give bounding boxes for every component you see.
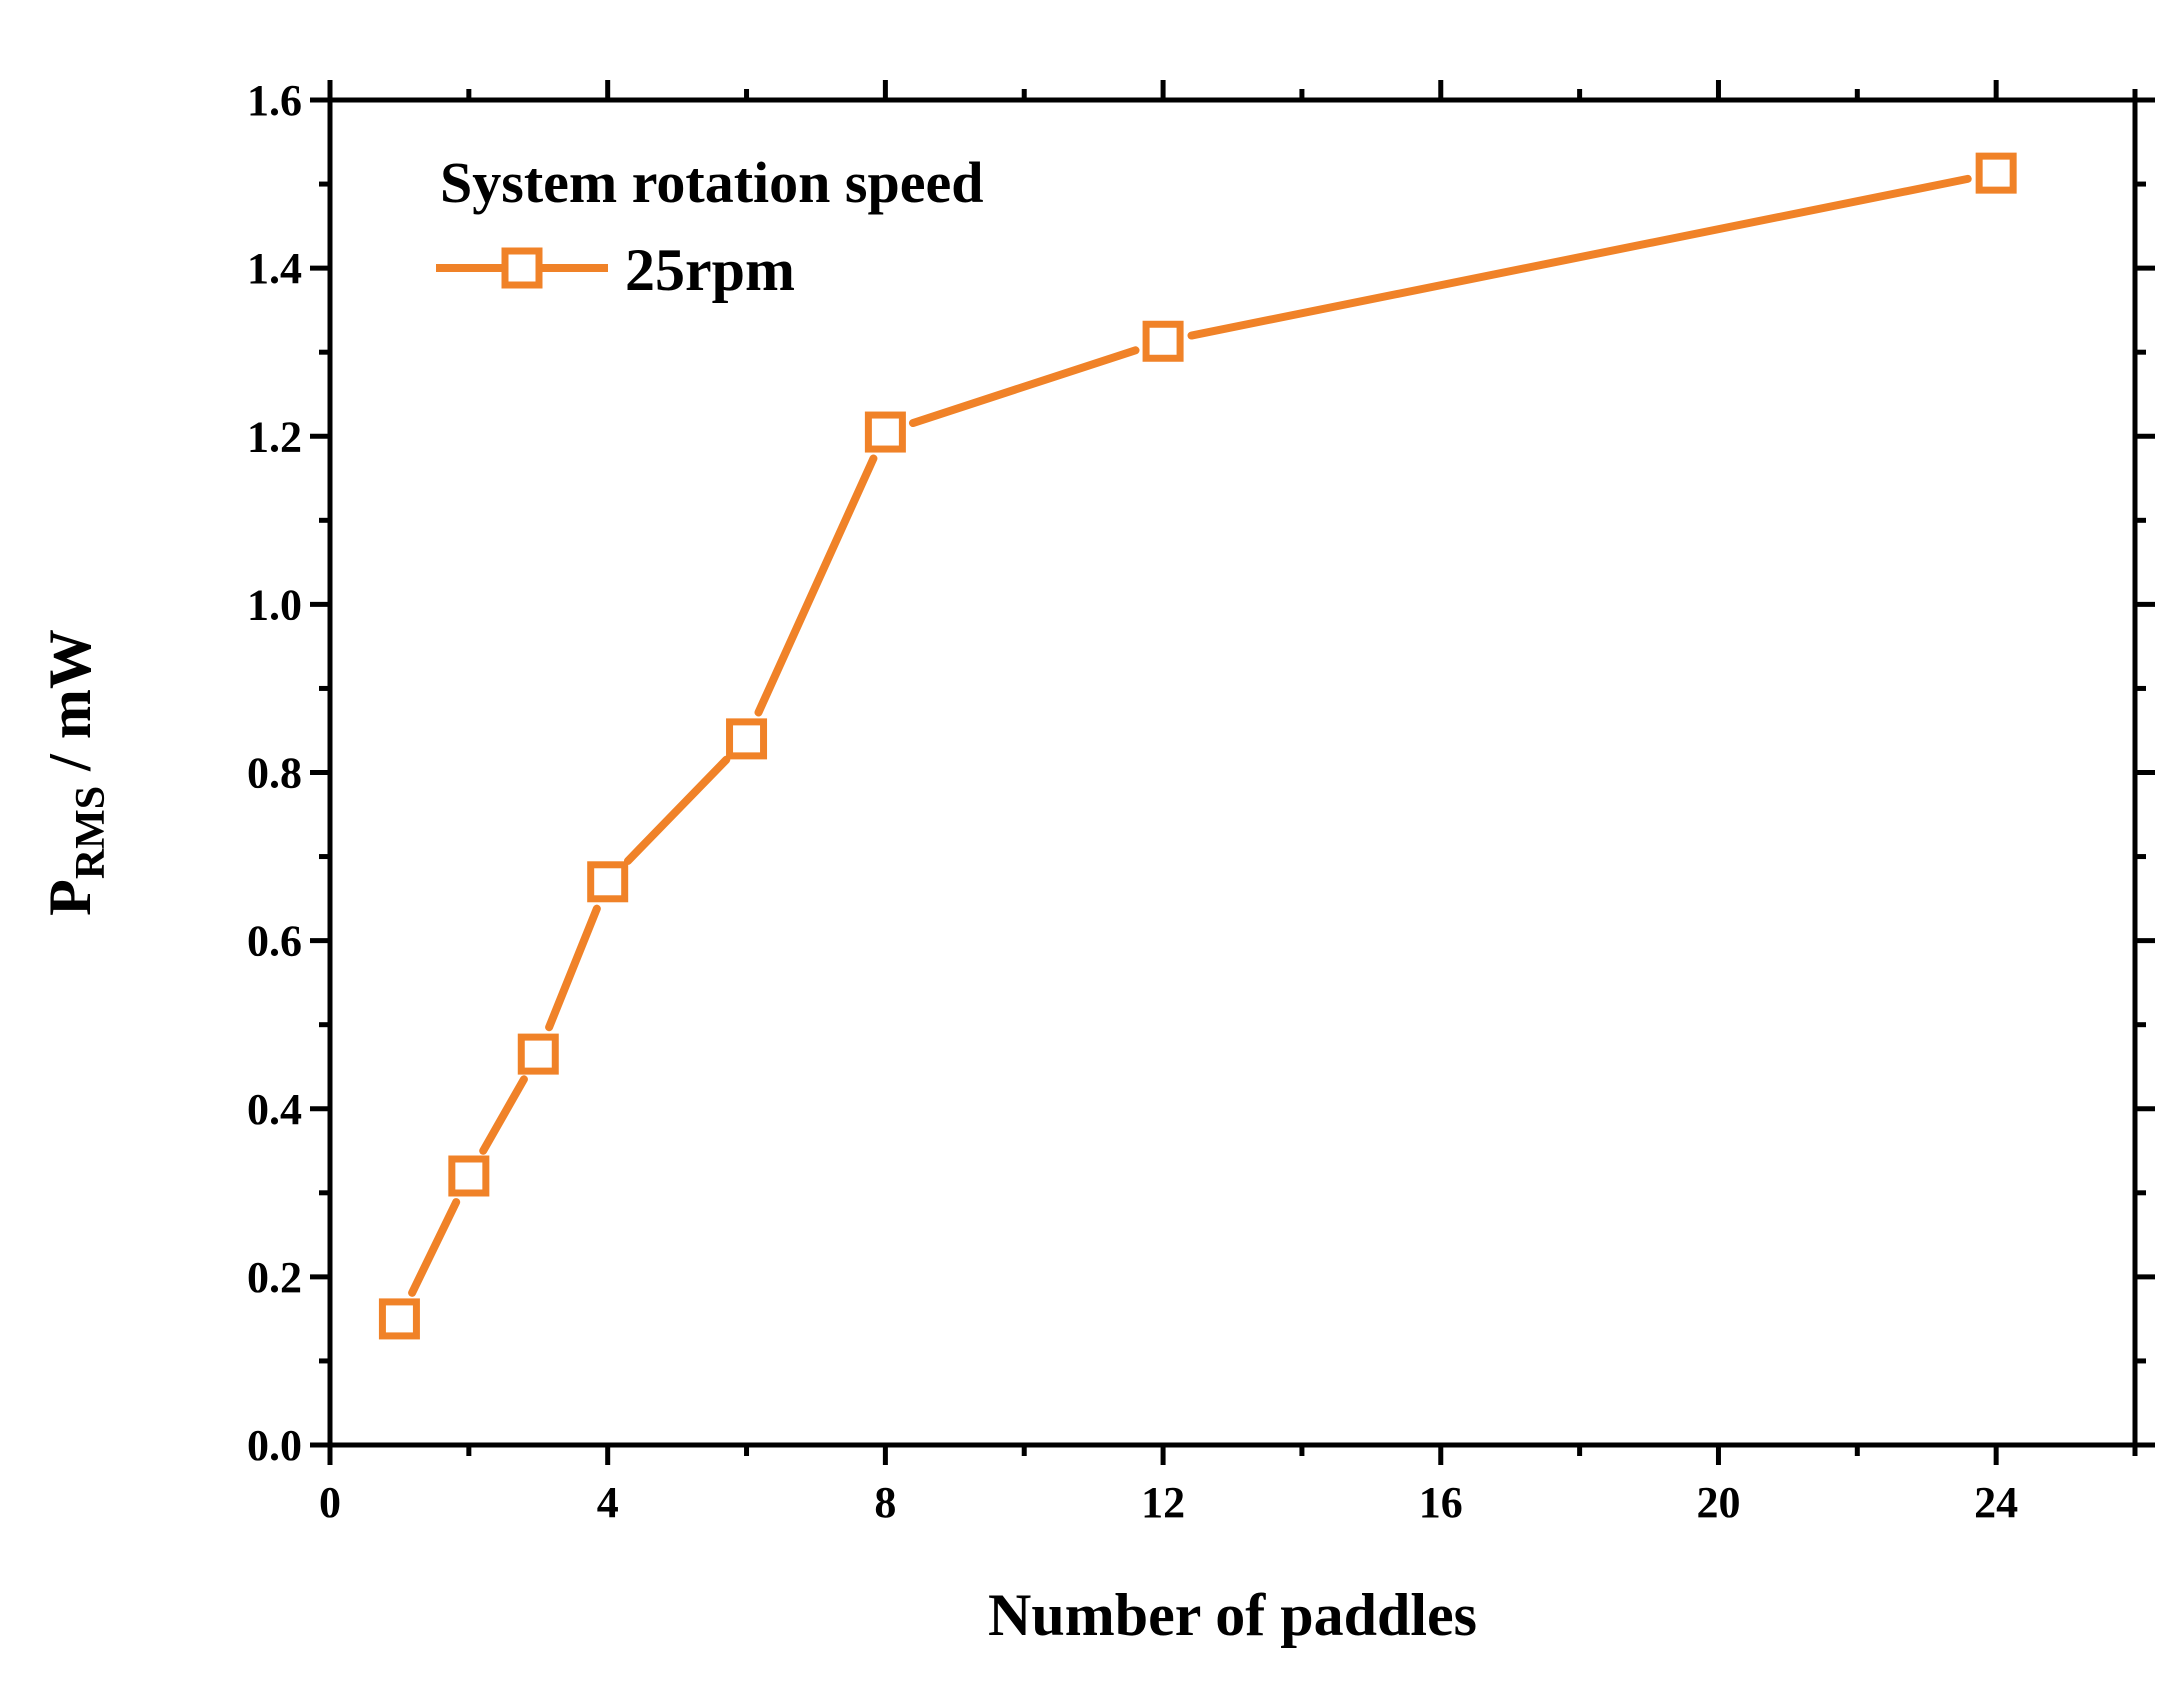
legend: System rotation speed 25rpm — [436, 150, 983, 303]
x-tick-label: 8 — [874, 1478, 896, 1527]
legend-marker-sample — [501, 247, 543, 289]
y-axis-title-unit: / mW — [37, 629, 103, 786]
data-point-marker — [1142, 320, 1184, 362]
series-line-segment — [908, 346, 1140, 428]
y-tick-label: 0.4 — [247, 1085, 302, 1134]
y-tick-label: 1.4 — [247, 244, 302, 293]
data-point-marker — [448, 1155, 490, 1197]
y-tick-label: 0.6 — [247, 917, 302, 966]
plot-frame — [327, 97, 2138, 1448]
x-tick-label: 12 — [1141, 1478, 1185, 1527]
x-tick-label: 0 — [319, 1478, 341, 1527]
x-tick-label: 20 — [1696, 1478, 1740, 1527]
series-line-segment — [408, 1198, 461, 1297]
x-tick-label: 4 — [597, 1478, 619, 1527]
series-line-segment — [1187, 174, 1972, 340]
series-layer — [378, 152, 2017, 1340]
y-tick-label: 0.2 — [247, 1253, 302, 1302]
data-point-marker — [517, 1033, 559, 1075]
y-tick-label: 0.8 — [247, 749, 302, 798]
legend-title: System rotation speed — [440, 150, 983, 215]
series-line-segment — [623, 755, 731, 865]
legend-series-label: 25rpm — [625, 237, 795, 303]
y-axis-title-main: P — [37, 879, 103, 916]
data-point-marker — [864, 411, 906, 453]
x-axis-title: Number of paddles — [988, 1582, 1477, 1648]
y-tick-label: 1.0 — [247, 580, 302, 629]
data-point-marker — [587, 861, 629, 903]
data-point-marker — [1975, 152, 2017, 194]
y-axis-title-subscript: RMS — [68, 786, 114, 879]
series-line-segment — [545, 904, 601, 1032]
y-axis-title: PRMS / mW — [37, 629, 114, 916]
y-tick-label: 0.0 — [247, 1421, 302, 1470]
y-tick-label: 1.6 — [247, 76, 302, 125]
x-tick-label: 16 — [1419, 1478, 1463, 1527]
x-tick-label: 24 — [1974, 1478, 2018, 1527]
series-line-segment — [754, 454, 878, 717]
data-point-marker — [378, 1298, 420, 1340]
data-point-marker — [726, 718, 768, 760]
series-line-segment — [479, 1075, 528, 1155]
tick-labels: 0 4 8 12 16 20 24 0.0 0.2 0.4 0.6 0.8 1.0 1.2 1.4 1.6 — [247, 76, 2018, 1527]
y-tick-label: 1.2 — [247, 412, 302, 461]
